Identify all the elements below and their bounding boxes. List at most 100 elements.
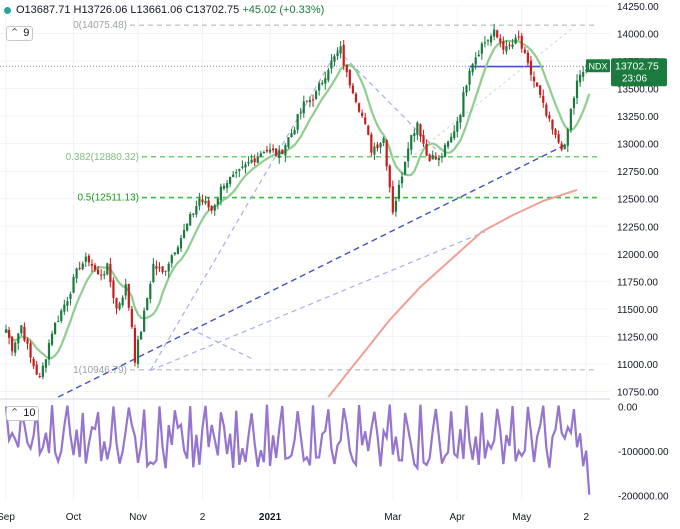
candle-body: [192, 213, 195, 215]
ma-indicator-toggle[interactable]: ⌃ 9: [6, 26, 34, 41]
candle-body: [253, 158, 256, 163]
candle-body: [456, 121, 459, 132]
candle-body: [311, 99, 315, 101]
candle-body: [229, 176, 232, 184]
candle-body: [397, 184, 401, 199]
candle-body: [554, 129, 557, 135]
candle-body: [499, 38, 502, 43]
candle-body: [471, 64, 474, 73]
candle-body: [400, 176, 404, 184]
candle-body: [569, 109, 572, 130]
price-tick-label: 13250.00: [617, 112, 659, 123]
candle-body: [302, 101, 305, 114]
candle-body: [563, 144, 566, 150]
candle-body: [44, 359, 48, 368]
candle-body: [382, 138, 385, 143]
time-tick-label: 2: [583, 512, 589, 523]
candle-body: [342, 44, 345, 66]
candle-body: [486, 40, 490, 42]
candle-body: [139, 331, 143, 340]
candle-body: [407, 148, 410, 162]
candle-body: [247, 162, 250, 164]
candle-body: [50, 333, 54, 345]
time-tick-label: Sep: [0, 512, 15, 523]
time-tick-label: 2021: [259, 512, 282, 523]
candle-body: [385, 140, 388, 167]
candle-body: [93, 265, 97, 270]
candle-body: [566, 129, 569, 146]
candle-body: [189, 214, 192, 226]
candle-body: [106, 263, 109, 275]
candle-body: [54, 322, 57, 335]
candle-body: [216, 198, 219, 205]
candle-body: [523, 49, 526, 53]
candle-body: [410, 135, 413, 150]
candle-body: [60, 310, 63, 321]
candle-body: [453, 131, 456, 138]
ma200-line: [327, 188, 578, 398]
candle-body: [158, 267, 161, 269]
candle-body: [161, 266, 164, 273]
candle-body: [321, 82, 324, 85]
candle-body: [572, 97, 576, 109]
chevron-up-icon: ⌃: [10, 407, 20, 419]
candle-body: [542, 95, 545, 103]
candle-body: [517, 36, 520, 38]
candle-body: [130, 309, 133, 327]
candle-body: [57, 321, 60, 323]
candle-body: [575, 80, 579, 99]
volume-axis[interactable]: 0.00 -100000.00 -200000.00: [618, 403, 669, 503]
ohlc-open: O13687.71: [16, 4, 71, 16]
candle-body: [511, 44, 514, 48]
candle-body: [327, 70, 330, 81]
trendlines: [57, 26, 575, 398]
candle-body: [124, 284, 127, 296]
candle-body: [333, 56, 336, 62]
countdown-label: 23:06: [622, 73, 647, 84]
candle-body: [428, 154, 431, 161]
candle-body: [182, 229, 186, 239]
trendline: [189, 328, 252, 359]
candle-body: [539, 85, 542, 95]
candle-body: [213, 205, 216, 211]
candle-body: [520, 35, 523, 49]
candle-body: [394, 200, 397, 212]
candle-body: [268, 149, 272, 153]
candle-body: [419, 124, 422, 137]
candle-body: [361, 112, 364, 116]
candle-body: [259, 153, 262, 157]
candle-body: [443, 144, 447, 157]
candle-body: [308, 99, 312, 103]
price-tick-label: 11000.00: [617, 360, 658, 371]
candle-body: [35, 364, 38, 375]
fib-level-label: 1(10946.79): [73, 365, 127, 376]
moving-average: [5, 39, 591, 360]
candle-body: [219, 186, 222, 201]
candle-body: [38, 376, 41, 378]
candle-body: [250, 159, 253, 163]
volume-indicator-toggle[interactable]: ⌃ 10: [6, 406, 40, 421]
time-tick-label: May: [512, 512, 531, 523]
candle-body: [90, 264, 94, 266]
candle-body: [391, 186, 394, 213]
candle-body: [582, 72, 585, 77]
trendline: [149, 49, 339, 371]
candle-body: [474, 57, 477, 65]
fib-level-label: 0(14075.48): [73, 20, 127, 31]
chevron-up-icon: ⌃: [10, 27, 20, 39]
price-tick-label: 14250.00: [617, 2, 659, 13]
price-tick-label: 13000.00: [617, 140, 659, 151]
candle-body: [468, 70, 471, 85]
candle-body: [373, 146, 376, 155]
candle-body: [425, 143, 428, 156]
candle-body: [548, 115, 551, 119]
candle-body: [299, 112, 302, 114]
candle-body: [186, 223, 189, 231]
candle-body: [29, 343, 32, 358]
time-axis[interactable]: Sep Oct Nov 2 2021 Mar Apr May 2: [0, 512, 589, 523]
candle-body: [545, 104, 548, 116]
candle-body: [63, 304, 66, 312]
ohlc-change: +45.02 (+0.33%): [242, 4, 325, 16]
candle-body: [198, 198, 201, 206]
